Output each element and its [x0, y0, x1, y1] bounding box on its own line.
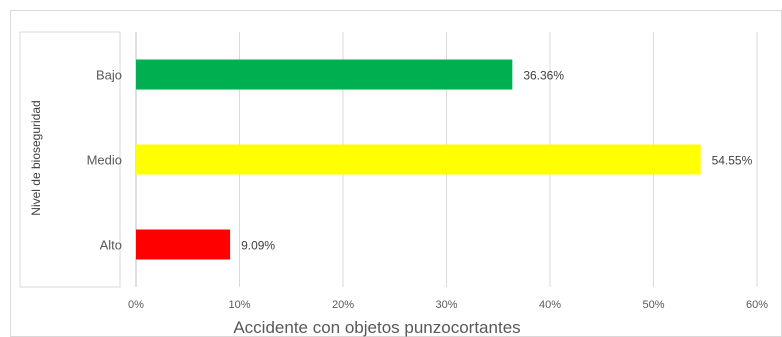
- category-labels: Bajo Medio Alto: [87, 68, 122, 253]
- category-label: Alto: [100, 238, 122, 253]
- y-axis-title-box: [19, 31, 121, 288]
- x-tick-label: 60%: [746, 299, 768, 311]
- category-label: Bajo: [96, 68, 122, 83]
- x-tick-label: 10%: [228, 299, 250, 311]
- data-labels: 36.36% 54.55% 9.09%: [241, 69, 753, 253]
- x-tick-label: 30%: [435, 299, 457, 311]
- x-axis-title: Accidente con objetos punzocortantes: [233, 318, 520, 337]
- y-axis-title: Nivel de bioseguridad: [29, 100, 43, 215]
- x-tick-label: 0%: [128, 299, 144, 311]
- bar-medio: [136, 144, 701, 175]
- x-tick-labels: 0% 10% 20% 30% 40% 50% 60%: [128, 299, 768, 311]
- category-label: Medio: [87, 153, 122, 168]
- data-label: 9.09%: [241, 239, 275, 253]
- bars: [136, 59, 701, 260]
- x-tick-label: 40%: [539, 299, 561, 311]
- bar-bajo: [136, 59, 513, 90]
- data-label: 54.55%: [712, 154, 753, 168]
- x-tick-label: 50%: [642, 299, 664, 311]
- bar-alto: [136, 229, 231, 260]
- x-tick-label: 20%: [332, 299, 354, 311]
- data-label: 36.36%: [523, 69, 564, 83]
